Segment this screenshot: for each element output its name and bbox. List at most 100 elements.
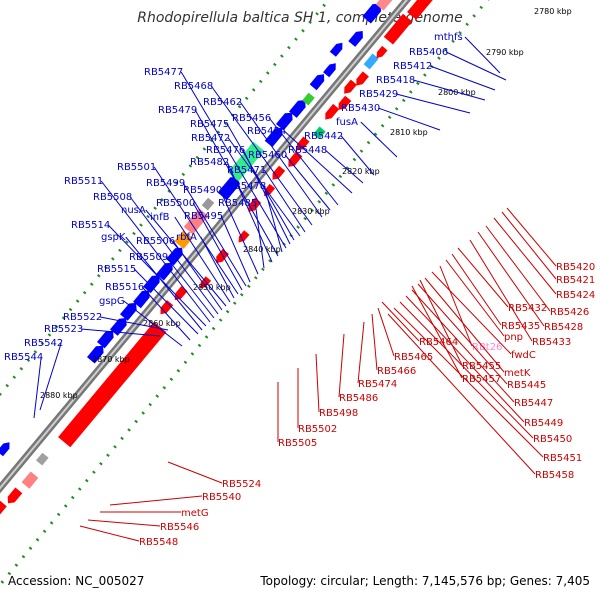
- leader-line: [431, 271, 512, 355]
- gene-label: RB5511: [64, 176, 103, 187]
- gene-label: RBt26: [472, 342, 502, 353]
- gene-shape: [362, 3, 382, 24]
- upper-tick-guide: [0, 0, 331, 397]
- gene-shape: [338, 95, 352, 110]
- leader-line: [263, 185, 283, 253]
- gene-shape: [21, 471, 39, 489]
- gene-label: fusA: [336, 117, 358, 128]
- leader-line: [226, 161, 273, 263]
- leader-line: [100, 316, 169, 331]
- leader-line: [430, 65, 496, 91]
- leader-line: [338, 333, 345, 398]
- leader-line: [315, 353, 320, 413]
- gene-label: RB5451: [543, 453, 582, 464]
- gene-label: RB5475: [190, 119, 229, 130]
- leader-line: [109, 495, 203, 506]
- gene-shape: [375, 0, 393, 11]
- gene-label: RB5506: [136, 236, 175, 247]
- leader-line: [125, 236, 203, 331]
- gene-label: RB5449: [524, 418, 563, 429]
- gene-label: RB5421: [556, 275, 595, 286]
- gene-label: RB5542: [24, 338, 63, 349]
- feature-layer: [0, 0, 433, 515]
- gene-arrow: [110, 318, 127, 336]
- gene-block: [58, 321, 167, 448]
- gene-label: RB5516: [105, 282, 144, 293]
- gene-label: RB5466: [377, 366, 416, 377]
- leader-line: [182, 182, 247, 287]
- gene-label: RB5445: [507, 380, 546, 391]
- gene-label: RB5454: [247, 126, 286, 137]
- gene-shape: [296, 136, 310, 151]
- gene-label: RB5432: [508, 303, 547, 314]
- gene-shape: [302, 92, 315, 106]
- leader-line: [411, 289, 515, 403]
- gene-label: RB5458: [535, 470, 574, 481]
- leader-line: [226, 123, 295, 241]
- gene-label: RB5478: [227, 181, 266, 192]
- leader-line: [357, 321, 365, 384]
- leader-line: [133, 268, 199, 335]
- leader-line: [411, 285, 463, 379]
- backbone-layer: [0, 0, 412, 494]
- gene-shape: [156, 262, 173, 281]
- gene-label: RB5509: [129, 252, 168, 263]
- gene-label: RB5471: [227, 165, 266, 176]
- gene-label: RB5482: [190, 157, 229, 168]
- gene-shape: [363, 53, 379, 70]
- leader-line: [424, 277, 505, 373]
- gene-shape: [407, 0, 433, 20]
- leader-line: [123, 300, 183, 347]
- leader-line: [387, 313, 536, 475]
- gene-arrow: [87, 345, 104, 364]
- gene-arrow: [289, 100, 306, 118]
- gene-shape: [344, 79, 357, 94]
- leader-line: [493, 217, 557, 295]
- gene-arrow: [272, 165, 286, 180]
- leader-line: [284, 154, 331, 211]
- gene-label: RB5429: [359, 89, 398, 100]
- gene-arrow: [325, 103, 340, 120]
- gene-shape: [238, 230, 250, 243]
- leader-line: [129, 196, 219, 315]
- leader-line: [180, 71, 287, 249]
- leader-line: [378, 107, 441, 131]
- gene-label: RB5515: [97, 264, 136, 275]
- gene-shape: [174, 286, 188, 301]
- leader-line: [405, 295, 525, 423]
- gene-label: RB5465: [394, 352, 433, 363]
- leader-line: [39, 342, 62, 411]
- gene-label: RB5433: [532, 337, 571, 348]
- gene-label: RB5418: [376, 75, 415, 86]
- tick-label: 2820 kbp: [342, 167, 380, 176]
- leader-line: [371, 313, 378, 371]
- gene-block: [174, 230, 193, 249]
- gene-label: RB5485: [218, 198, 257, 209]
- gene-arrow: [174, 286, 188, 301]
- gene-label: RB5540: [202, 492, 241, 503]
- gene-arrow: [0, 442, 10, 457]
- leader-line: [263, 169, 306, 233]
- gene-label: fwdC: [511, 350, 536, 361]
- leader-line: [506, 207, 557, 267]
- gene-label: gspK: [101, 232, 126, 243]
- gene-shape: [110, 318, 127, 336]
- gene-arrow: [362, 3, 382, 24]
- leader-line: [439, 265, 473, 347]
- gene-arrow: [156, 262, 173, 281]
- gene-label: RB5457: [462, 374, 501, 385]
- gene-block: [21, 471, 39, 489]
- accession-text: Accession: NC_005027: [8, 574, 145, 588]
- gene-arrow: [356, 71, 369, 86]
- gene-label: RB5548: [139, 537, 178, 548]
- leader-line: [340, 135, 375, 176]
- gene-arrow: [338, 95, 352, 110]
- leader-line: [219, 189, 259, 275]
- gene-label: RB5479: [158, 105, 197, 116]
- gene-shape: [289, 100, 306, 118]
- leader-line: [377, 307, 395, 357]
- gene-shape: [0, 500, 7, 515]
- gene-arrow: [133, 290, 150, 309]
- gene-shape: [36, 452, 49, 466]
